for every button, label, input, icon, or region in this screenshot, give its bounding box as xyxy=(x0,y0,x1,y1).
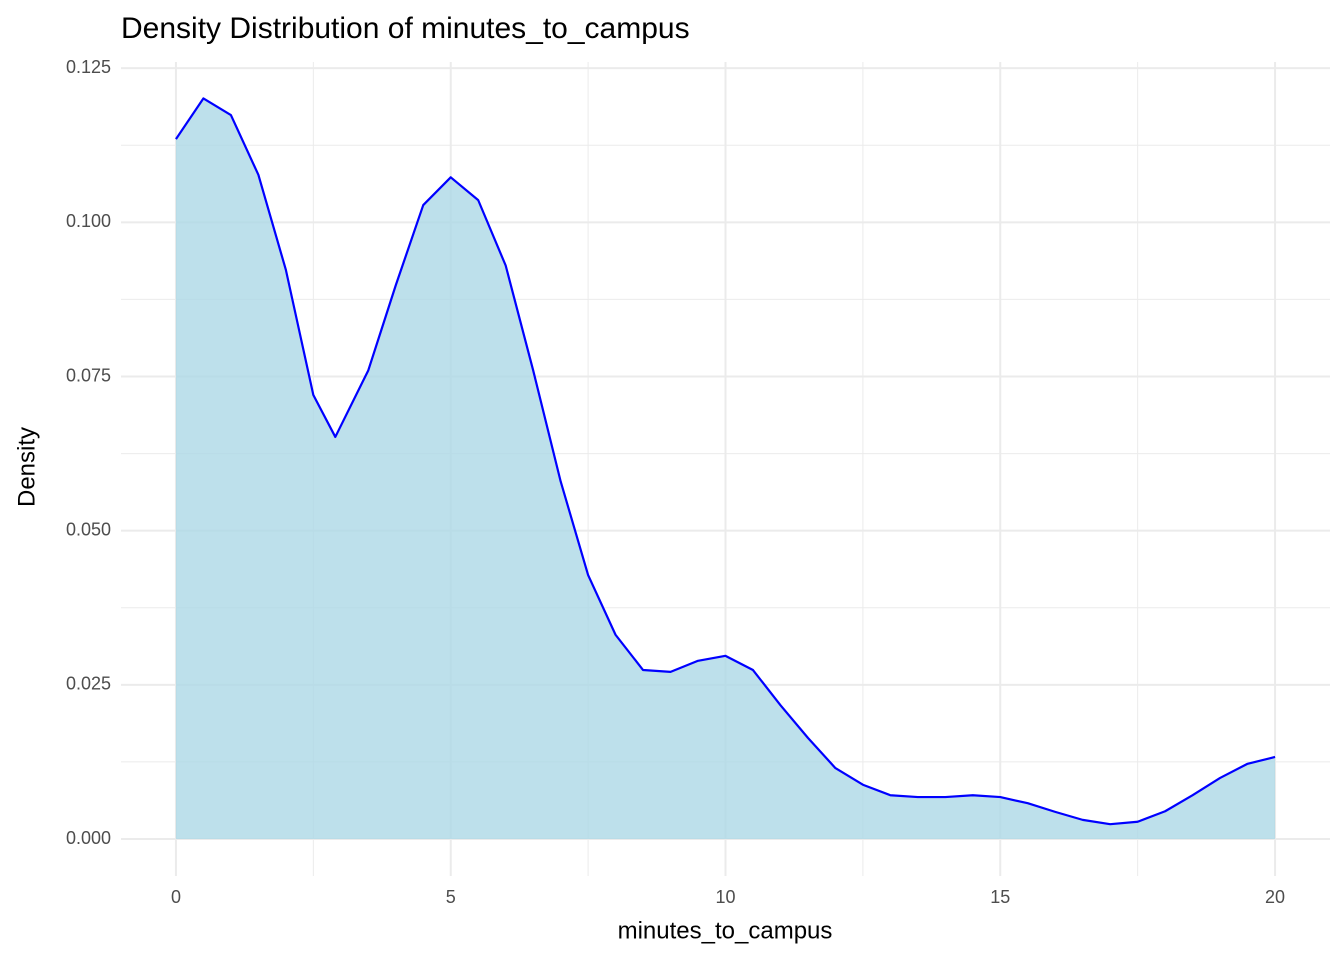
y-tick-label: 0.000 xyxy=(66,828,111,848)
y-tick-label: 0.100 xyxy=(66,211,111,231)
density-line xyxy=(175,97,1276,826)
y-tick-label: 0.050 xyxy=(66,519,111,539)
x-tick-label: 5 xyxy=(446,887,456,907)
y-tick-label: 0.125 xyxy=(66,57,111,77)
x-axis-title: minutes_to_campus xyxy=(618,917,833,944)
x-tick-label: 10 xyxy=(715,887,735,907)
x-tick-label: 15 xyxy=(990,887,1010,907)
density-area xyxy=(175,98,1276,839)
y-axis-title: Density xyxy=(13,427,40,507)
x-tick-label: 20 xyxy=(1265,887,1285,907)
chart-title: Density Distribution of minutes_to_campu… xyxy=(121,12,690,45)
y-tick-label: 0.025 xyxy=(66,674,111,694)
y-tick-label: 0.075 xyxy=(66,365,111,385)
x-tick-label: 0 xyxy=(171,887,181,907)
